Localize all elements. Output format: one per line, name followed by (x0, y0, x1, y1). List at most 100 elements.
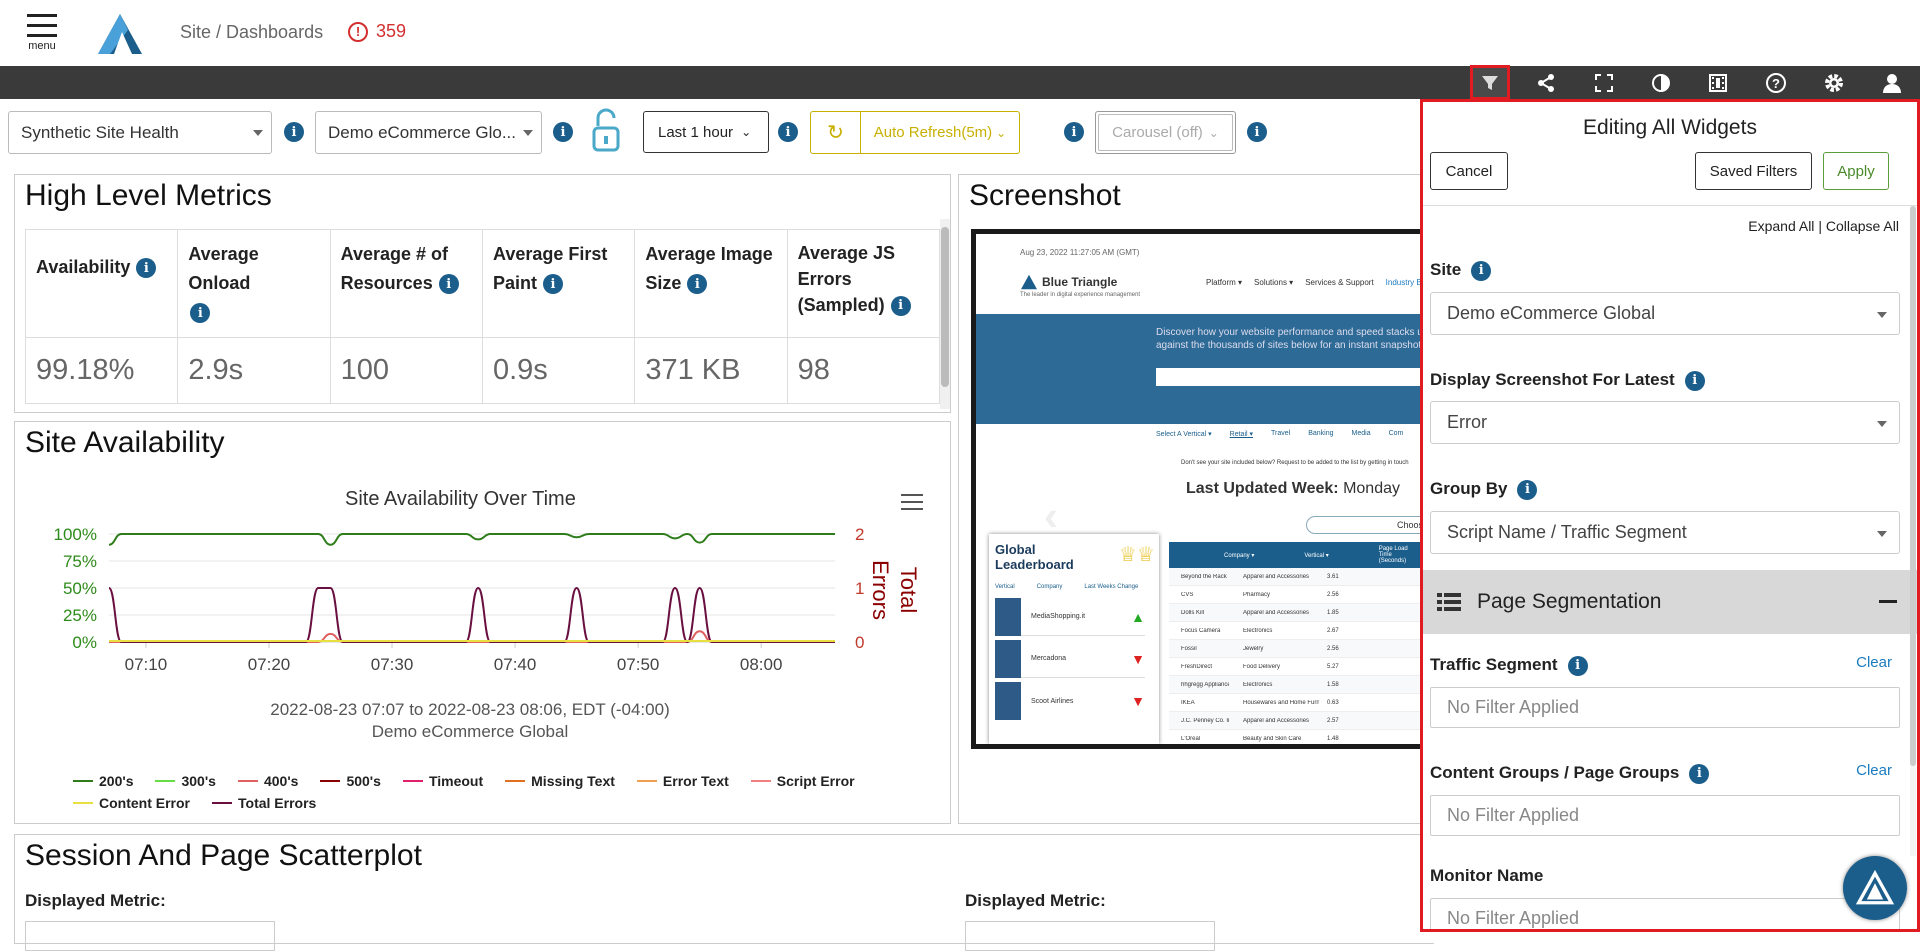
fullscreen-icon[interactable] (1584, 66, 1624, 99)
x-tick-label: 07:50 (617, 655, 660, 674)
group-by-select[interactable]: Script Name / Traffic Segment (1430, 511, 1900, 554)
info-icon[interactable]: i (890, 296, 911, 317)
cancel-button[interactable]: Cancel (1430, 152, 1508, 190)
dashboard-info-icon[interactable]: i (284, 122, 304, 142)
x-tick-label: 07:40 (494, 655, 537, 674)
legend-item[interactable]: Error Text (636, 772, 729, 790)
displayed-metric-select[interactable] (25, 921, 275, 951)
carousel-info-icon[interactable]: i (1247, 122, 1267, 142)
auto-refresh-select[interactable]: Auto Refresh(5m) ⌄ (873, 124, 1007, 141)
chart-legend: 200's 300's 400's 500's Timeout Missing Text E… (73, 768, 933, 812)
latest-filter-select[interactable]: Error (1430, 401, 1900, 444)
group-by-label: Group By i (1430, 479, 1538, 500)
high-level-metrics-panel: High Level Metrics Availability i Average… (14, 174, 951, 413)
menu-button[interactable]: menu (24, 14, 60, 52)
info-icon[interactable]: i (1517, 479, 1538, 500)
screenshot-hero: Discover how your website performance an… (976, 314, 1431, 424)
film-icon[interactable] (1698, 66, 1738, 99)
info-icon[interactable]: i (543, 274, 563, 295)
help-icon[interactable]: ? (1756, 66, 1796, 99)
content-groups-input[interactable]: No Filter Applied (1430, 795, 1900, 836)
metrics-table: Availability i Average Onload i Average # … (24, 229, 941, 404)
legend-item[interactable]: 300's (155, 772, 216, 790)
screenshot-note: Don't see your site included below? Requ… (1181, 460, 1409, 466)
expand-collapse: Expand All | Collapse All (1748, 218, 1899, 234)
metric-header: Average JS Errors (Sampled) i (786, 229, 941, 338)
traffic-segment-label: Traffic Segment i (1430, 655, 1588, 676)
time-range-select[interactable]: Last 1 hour ⌄ (643, 111, 769, 153)
site-select[interactable]: Demo eCommerce Glo... (315, 111, 542, 154)
info-icon[interactable]: i (190, 303, 211, 324)
top-bar: menu Site / Dashboards ! 359 (0, 0, 1920, 66)
legend-item[interactable]: 500's (320, 772, 381, 790)
info-icon[interactable]: i (438, 274, 459, 295)
site-filter-select[interactable]: Demo eCommerce Global (1430, 292, 1900, 335)
clear-traffic-link[interactable]: Clear (1856, 654, 1892, 671)
info-icon[interactable]: i (1684, 370, 1705, 391)
info-icon[interactable]: i (1567, 655, 1588, 676)
alert-count-value: 359 (376, 21, 407, 41)
monitor-name-input[interactable]: No Filter Applied (1430, 898, 1900, 929)
dashboard-toolbar: ? (0, 65, 1920, 100)
carousel-prev-icon[interactable]: ‹ (1044, 492, 1058, 539)
share-icon[interactable] (1526, 66, 1566, 99)
metric-value: 100 (329, 337, 483, 404)
displayed-metric-label-2: Displayed Metric: (965, 891, 1106, 910)
screenshot-table-row: FreshDirect Food Delivery 5.27 (1169, 658, 1431, 676)
legend-item[interactable]: Total Errors (212, 794, 316, 812)
collapse-all-link[interactable]: Collapse All (1825, 218, 1899, 234)
time-info-icon[interactable]: i (778, 122, 798, 142)
filter-icon[interactable] (1470, 65, 1510, 100)
refresh-icon[interactable]: ↻ (811, 112, 861, 153)
chart-menu-icon[interactable] (901, 494, 923, 510)
info-icon[interactable]: i (1471, 260, 1492, 281)
unlock-icon[interactable] (592, 106, 622, 152)
carousel-select[interactable]: Carousel (off) ⌄ (1095, 111, 1236, 154)
site-info-icon[interactable]: i (553, 122, 573, 142)
refresh-info-icon[interactable]: i (1064, 122, 1084, 142)
svg-text:?: ? (1772, 76, 1780, 91)
screenshot-table-row: J.C. Penney Co. Inc.Apparel and Accessor… (1169, 712, 1431, 730)
settings-icon[interactable] (1814, 66, 1854, 99)
screenshot-table-header: Company ▾ Vertical ▾ Page Load Time (Secon… (1169, 542, 1431, 568)
info-icon[interactable]: i (136, 258, 157, 279)
metric-value: 98 (786, 337, 941, 404)
alert-count[interactable]: ! 359 (348, 21, 406, 42)
filter-scrollbar[interactable] (1910, 206, 1916, 856)
screenshot-table-row: Beyond the Rack Apparel and Accessories 3.… (1169, 568, 1431, 586)
contrast-icon[interactable] (1641, 66, 1681, 99)
screenshot-tagline: The leader in digital experience managem… (1020, 292, 1141, 298)
page-segmentation-header[interactable]: Page Segmentation (1423, 570, 1917, 634)
y-left-tick-label: 25% (63, 606, 97, 625)
saved-filters-button[interactable]: Saved Filters (1695, 152, 1812, 190)
x-tick-label: 08:00 (740, 655, 783, 674)
breadcrumb[interactable]: Site / Dashboards (180, 22, 324, 42)
site-filter-label: Site i (1430, 260, 1492, 281)
legend-item[interactable]: 400's (237, 772, 298, 790)
expand-all-link[interactable]: Expand All (1748, 218, 1815, 234)
panel-title: Site Availability (25, 426, 225, 459)
chat-widget-button[interactable] (1843, 856, 1907, 920)
collapse-icon[interactable] (1879, 600, 1897, 603)
traffic-segment-input[interactable]: No Filter Applied (1430, 687, 1900, 728)
user-icon[interactable] (1872, 66, 1912, 99)
x-tick-label: 07:30 (371, 655, 414, 674)
panel-scrollbar[interactable] (940, 219, 950, 409)
apply-button[interactable]: Apply (1823, 152, 1889, 190)
info-icon[interactable]: i (687, 274, 708, 295)
screenshot-table-row: Dolls Kill Apparel and Accessories 1.85 (1169, 604, 1431, 622)
displayed-metric-select-2[interactable] (965, 921, 1215, 951)
screenshot-image[interactable]: Aug 23, 2022 11:27:05 AM (GMT) Blue Tria… (971, 229, 1431, 749)
metric-header: Average Image Size i (634, 229, 788, 338)
legend-item[interactable]: 200's (73, 772, 133, 790)
legend-item[interactable]: Timeout (402, 772, 483, 790)
y-left-tick-label: 50% (63, 579, 97, 598)
info-icon[interactable]: i (1689, 763, 1710, 784)
dashboard-select[interactable]: Synthetic Site Health (8, 111, 272, 154)
legend-item[interactable]: Content Error (73, 794, 190, 812)
legend-item[interactable]: Script Error (750, 772, 855, 790)
clear-content-link[interactable]: Clear (1856, 762, 1892, 779)
blue-triangle-logo[interactable] (96, 12, 144, 56)
screenshot-table-row: Fossil Jewelry 2.56 (1169, 640, 1431, 658)
legend-item[interactable]: Missing Text (505, 772, 615, 790)
